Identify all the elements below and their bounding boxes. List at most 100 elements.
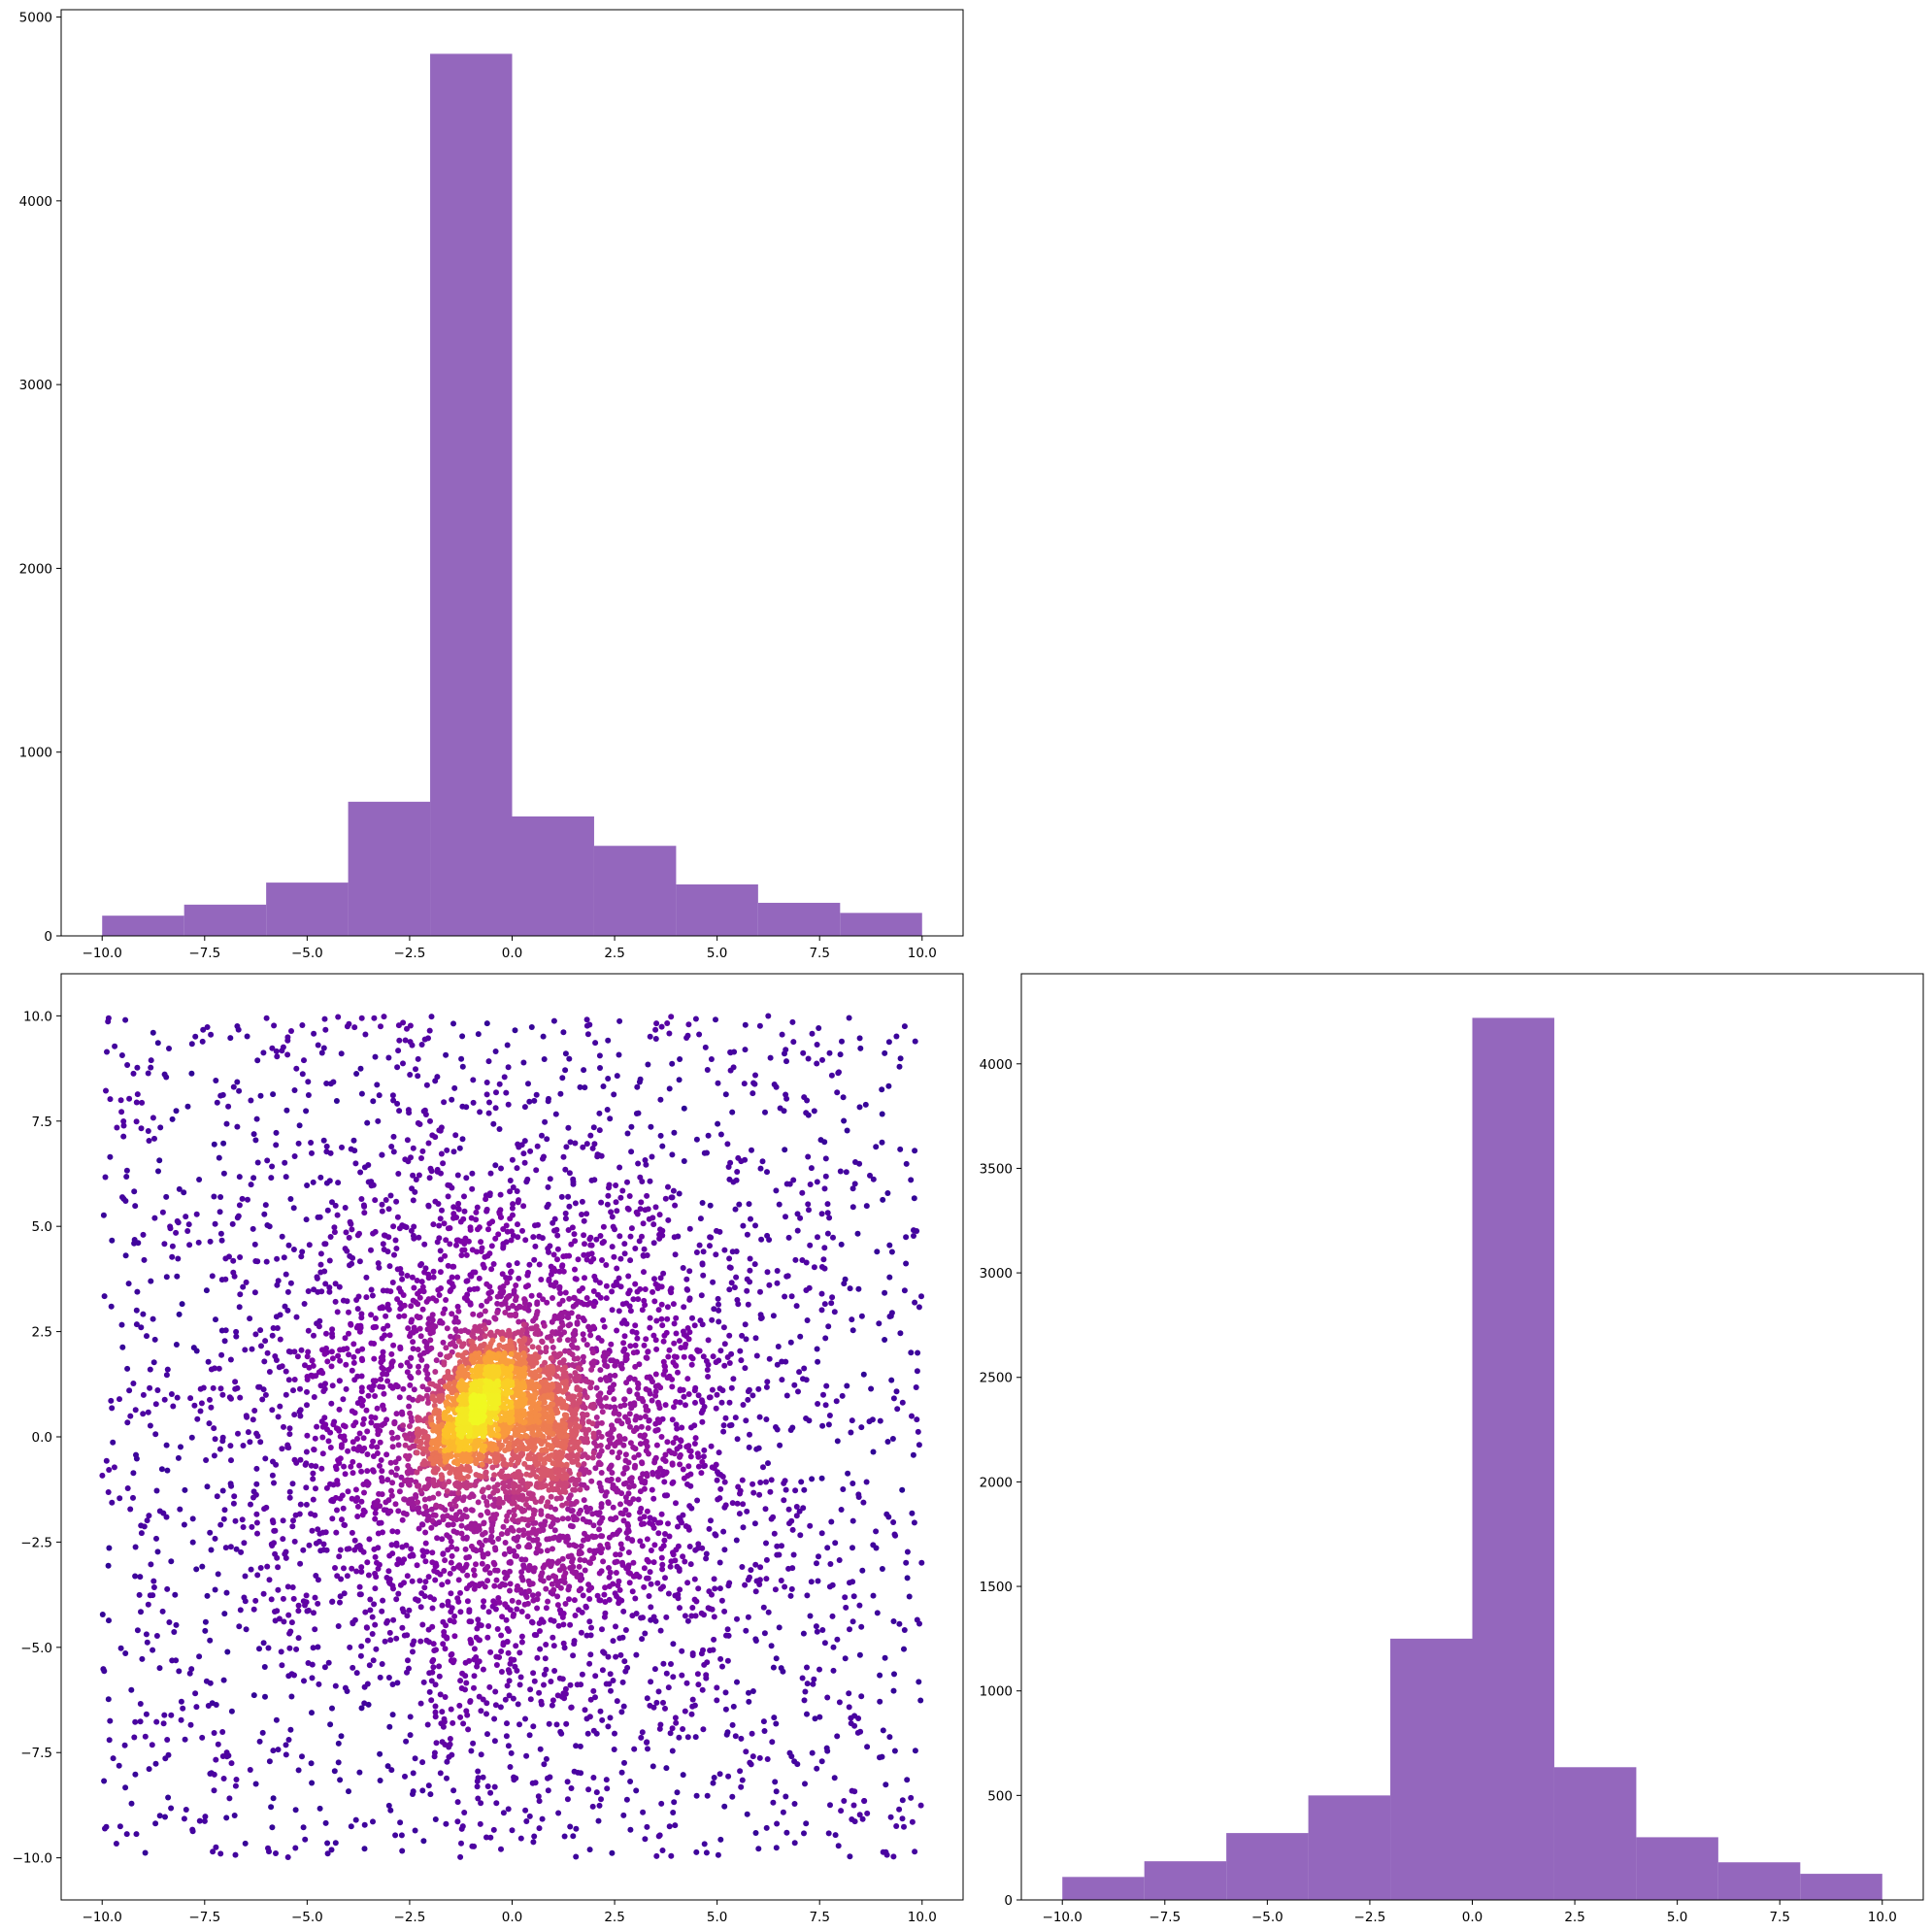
- scatter-xy-point: [358, 1196, 365, 1202]
- scatter-xy-point: [711, 1636, 717, 1643]
- scatter-xy-point: [411, 1284, 417, 1291]
- scatter-xy-point: [159, 1209, 166, 1215]
- scatter-xy-point: [117, 1645, 124, 1651]
- scatter-xy-point: [557, 1090, 564, 1097]
- scatter-xy-point: [366, 1536, 373, 1543]
- scatter-xy-point: [485, 1623, 492, 1629]
- scatter-xy-point: [598, 1501, 605, 1508]
- scatter-xy-point: [153, 1718, 160, 1725]
- scatter-xy-point: [598, 1433, 605, 1440]
- scatter-xy-point: [498, 1632, 505, 1639]
- scatter-xy-point: [217, 1092, 224, 1099]
- scatter-xy-point: [449, 1274, 455, 1281]
- scatter-xy-point: [720, 1422, 727, 1429]
- scatter-xy-point: [293, 1314, 300, 1320]
- scatter-xy-point: [478, 1302, 484, 1309]
- scatter-xy-point: [591, 1141, 598, 1148]
- scatter-xy-point: [260, 1640, 267, 1647]
- scatter-xy-point: [183, 1214, 189, 1220]
- scatter-xy-point: [567, 1477, 574, 1483]
- scatter-xy-point: [409, 1274, 416, 1281]
- scatter-xy-point: [372, 1053, 379, 1060]
- scatter-xy-point: [422, 1540, 429, 1547]
- scatter-xy-point: [395, 1171, 402, 1177]
- scatter-xy-point: [773, 1083, 780, 1090]
- scatter-xy-point: [470, 1311, 477, 1317]
- scatter-xy-point: [285, 1737, 292, 1743]
- scatter-xy-point: [587, 1696, 594, 1703]
- scatter-xy-point: [445, 1193, 451, 1200]
- scatter-xy-point: [468, 1215, 475, 1221]
- scatter-xy-point: [788, 1585, 795, 1592]
- scatter-xy-point: [138, 1609, 144, 1615]
- scatter-xy-point: [773, 1187, 780, 1194]
- scatter-xy-point: [380, 1305, 386, 1312]
- scatter-xy-point: [692, 1435, 699, 1442]
- scatter-xy-point: [838, 1808, 845, 1814]
- scatter-xy-point: [692, 1399, 698, 1406]
- scatter-xy-point: [364, 1468, 371, 1475]
- scatter-xy-point: [180, 1705, 186, 1712]
- scatter-xy-point: [648, 1679, 654, 1685]
- scatter-xy-point: [650, 1288, 656, 1295]
- scatter-xy-point: [912, 1299, 918, 1306]
- scatter-xy-point: [730, 1064, 737, 1071]
- scatter-xy-point: [849, 1185, 856, 1192]
- scatter-xy-point: [237, 1254, 244, 1260]
- scatter-xy-point: [308, 1462, 315, 1469]
- scatter-xy-point: [233, 1546, 240, 1552]
- scatter-xy-point: [262, 1338, 269, 1345]
- scatter-xy-point: [565, 1322, 572, 1329]
- scatter-xy-point: [665, 1590, 672, 1597]
- scatter-xy-point: [302, 1836, 309, 1843]
- scatter-xy-point: [722, 1415, 729, 1421]
- scatter-xy-point: [524, 1522, 531, 1528]
- scatter-xy-point: [392, 1472, 399, 1479]
- scatter-xy-point: [429, 1517, 436, 1524]
- scatter-xy-point: [555, 1558, 562, 1565]
- scatter-xy-point: [592, 1465, 599, 1472]
- scatter-xy-point: [638, 1734, 645, 1741]
- scatter-xy-point: [514, 1606, 520, 1613]
- scatter-xy-point: [807, 1522, 814, 1529]
- scatter-xy-point: [826, 1413, 833, 1418]
- scatter-xy-point: [567, 1681, 574, 1688]
- scatter-xy-point: [232, 1385, 239, 1392]
- scatter-xy-point: [521, 1516, 528, 1523]
- scatter-xy-point: [613, 1623, 618, 1630]
- scatter-xy-point: [235, 1213, 242, 1219]
- scatter-xy-point: [568, 1785, 575, 1791]
- scatter-xy-point: [345, 1488, 351, 1495]
- scatter-xy-point: [266, 1369, 273, 1375]
- scatter-xy-point: [794, 1761, 801, 1768]
- scatter-xy-point: [589, 1803, 596, 1810]
- scatter-xy-point: [412, 1443, 418, 1449]
- scatter-xy-point: [193, 1566, 200, 1573]
- scatter-xy-point: [761, 1630, 768, 1637]
- scatter-xy-point: [213, 1316, 218, 1323]
- scatter-xy-point: [583, 1534, 590, 1541]
- scatter-xy-point: [452, 1315, 459, 1321]
- scatter-xy-point: [653, 1699, 660, 1706]
- scatter-xy-point: [724, 1141, 731, 1148]
- scatter-xy-point: [551, 1215, 558, 1222]
- scatter-xy-point: [249, 1523, 255, 1530]
- scatter-xy-point: [839, 1392, 846, 1399]
- scatter-xy-point: [154, 1548, 161, 1555]
- scatter-xy-point: [700, 1726, 707, 1733]
- scatter-xy-point: [729, 1721, 736, 1728]
- scatter-xy-point: [450, 1719, 456, 1726]
- scatter-xy-point: [559, 1533, 566, 1540]
- scatter-xy-point: [303, 1108, 310, 1115]
- scatter-xy-point: [760, 1464, 766, 1471]
- scatter-xy-point: [374, 1559, 380, 1566]
- scatter-xy-point: [770, 1514, 777, 1520]
- scatter-xy-point: [222, 1545, 229, 1551]
- scatter-xy-point: [340, 1422, 347, 1429]
- scatter-xy-point: [662, 1705, 668, 1712]
- scatter-xy-point: [641, 1342, 648, 1348]
- scatter-xy-point: [205, 1703, 212, 1709]
- hist-x-bar: [676, 884, 758, 936]
- scatter-xy-point: [313, 1373, 319, 1380]
- scatter-xy-point: [855, 1285, 862, 1292]
